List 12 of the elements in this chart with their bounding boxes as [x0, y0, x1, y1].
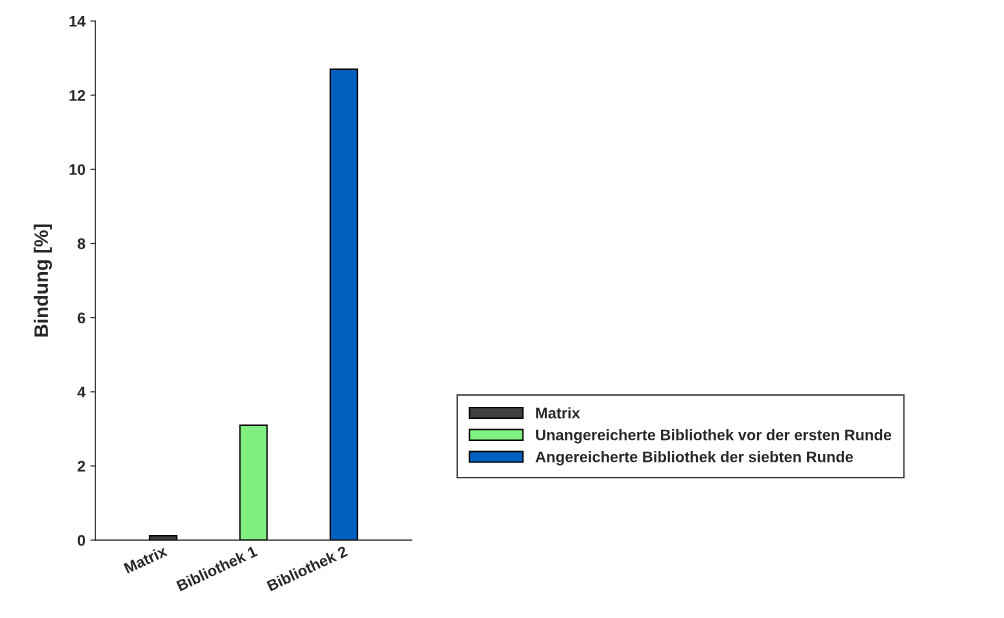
legend-label: Matrix: [536, 407, 581, 419]
y-tick-label: 6: [77, 312, 86, 324]
y-tick-label: 2: [77, 460, 86, 472]
y-tick-label: 14: [69, 16, 86, 27]
legend-label: Angereicherte Bibliothek der siebten Runde: [535, 451, 853, 466]
y-tick-label: 4: [77, 386, 86, 398]
y-tick-label: 0: [77, 535, 86, 546]
y-tick-label: 12: [69, 90, 86, 101]
y-tick-label: 10: [69, 164, 86, 176]
y-tick-label: 8: [77, 238, 86, 250]
legend-label: Unangereicherte Bibliothek vor der ersten Runde: [536, 429, 892, 444]
y-axis-title: Bindung [%]: [33, 224, 52, 337]
